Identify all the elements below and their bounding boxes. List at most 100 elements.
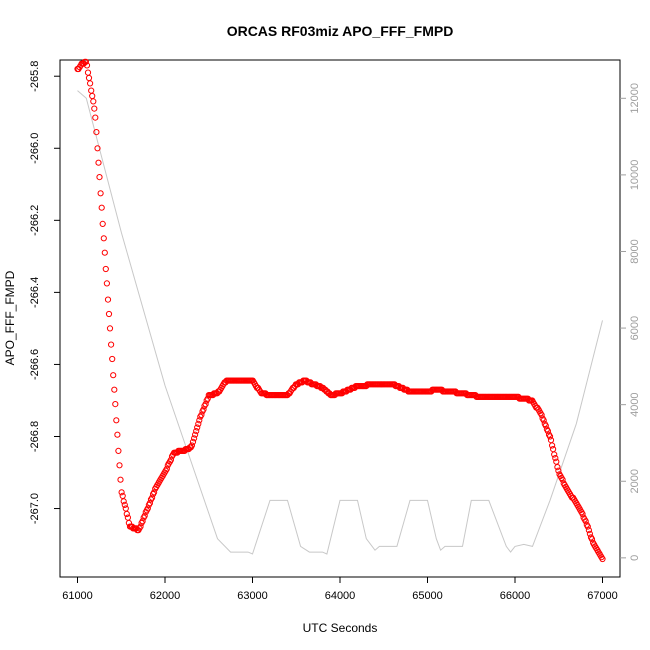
data-point	[586, 530, 594, 537]
data-point	[124, 514, 132, 521]
x-tick-label: 61000	[62, 590, 93, 602]
data-point	[198, 411, 205, 418]
plot-frame	[59, 59, 621, 578]
data-point	[121, 501, 128, 508]
data-point	[555, 467, 562, 474]
data-point	[551, 451, 558, 458]
data-point	[122, 505, 129, 512]
data-point	[137, 523, 144, 530]
chart-title: ORCAS RF03miz APO_FFF_FMPD	[227, 23, 454, 39]
data-point	[109, 355, 116, 363]
data-point	[92, 114, 99, 121]
data-point	[538, 411, 545, 418]
data-point	[553, 458, 560, 465]
data-point	[200, 406, 207, 413]
altitude-layer	[77, 90, 603, 555]
data-point	[91, 105, 98, 112]
data-point	[141, 512, 148, 519]
data-point	[540, 417, 547, 424]
data-point	[193, 428, 200, 435]
data-point	[114, 431, 121, 438]
data-point	[100, 235, 107, 242]
data-point	[123, 510, 130, 518]
x-tick-label: 66000	[500, 590, 531, 602]
data-point	[196, 417, 203, 424]
data-point	[546, 433, 554, 440]
data-point	[550, 446, 557, 453]
y-tick-label: -267.0	[29, 493, 41, 524]
data-point	[559, 476, 566, 483]
data-point	[119, 492, 126, 499]
y2-tick-label: 6000	[629, 316, 641, 340]
data-point	[544, 428, 552, 435]
data-point	[189, 438, 197, 445]
data-point	[90, 98, 97, 105]
data-point	[144, 505, 151, 512]
x-tick-label: 64000	[325, 590, 356, 602]
data-point	[111, 386, 118, 393]
data-point	[88, 87, 95, 94]
data-point	[99, 220, 106, 227]
y2-tick-label: 8000	[629, 239, 641, 263]
data-point	[120, 498, 127, 505]
data-point	[95, 159, 102, 166]
data-point	[191, 435, 198, 442]
x-tick-label: 65000	[412, 590, 443, 602]
y2-tick-label: 4000	[629, 392, 641, 416]
data-point	[163, 465, 170, 472]
data-point	[94, 145, 101, 152]
data-point	[547, 437, 555, 444]
data-point	[194, 424, 201, 431]
data-point	[202, 401, 209, 408]
y-tick-label: -265.8	[29, 61, 41, 92]
data-point	[83, 62, 91, 69]
data-point	[116, 462, 123, 469]
data-point	[149, 494, 156, 501]
points-layer	[74, 58, 606, 563]
data-point	[542, 422, 549, 429]
x-axis-label: UTC Seconds	[303, 621, 378, 635]
x-tick-label: 62000	[150, 590, 181, 602]
y-tick-label: -266.6	[29, 349, 41, 380]
data-point	[192, 431, 199, 438]
data-point	[106, 325, 114, 332]
data-point	[104, 296, 112, 303]
y2-tick-label: 0	[629, 555, 641, 561]
altitude-series-line	[77, 90, 603, 555]
data-point	[108, 341, 115, 348]
data-point	[118, 489, 125, 496]
data-point	[167, 456, 174, 463]
y-tick-label: -266.2	[29, 205, 41, 236]
data-point	[588, 536, 596, 543]
data-point	[195, 420, 202, 427]
y2-tick-label: 2000	[629, 469, 641, 493]
data-point	[188, 442, 195, 449]
data-point	[146, 500, 153, 507]
y-tick-label: -266.4	[29, 277, 41, 308]
data-point	[102, 265, 109, 273]
data-point	[554, 464, 561, 471]
data-point	[98, 204, 105, 211]
data-point	[82, 58, 90, 65]
data-point	[89, 92, 96, 100]
data-point	[552, 455, 559, 462]
data-point	[93, 129, 100, 136]
data-point	[87, 80, 94, 87]
data-point	[112, 401, 119, 408]
data-point	[105, 310, 113, 318]
data-point	[117, 476, 124, 483]
data-point	[139, 518, 146, 525]
y2-tick-label: 10000	[629, 160, 641, 191]
y-tick-label: -266.0	[29, 133, 41, 164]
data-point	[84, 69, 92, 76]
data-point	[579, 510, 586, 518]
x-tick-label: 63000	[237, 590, 268, 602]
data-point	[110, 372, 117, 379]
y-tick-label: -266.8	[29, 421, 41, 452]
x-tick-label: 67000	[587, 590, 618, 602]
data-point	[585, 527, 593, 534]
data-point	[97, 190, 104, 197]
data-point	[151, 489, 158, 496]
